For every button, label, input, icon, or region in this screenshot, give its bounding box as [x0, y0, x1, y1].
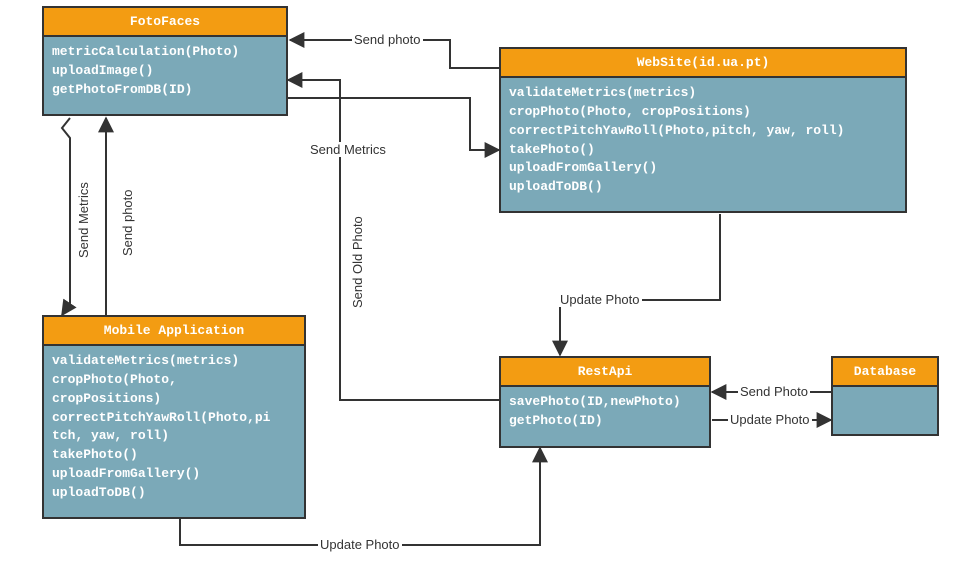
box-restapi-title: RestApi [501, 358, 709, 387]
box-mobile: Mobile Application validateMetrics(metri… [42, 315, 306, 519]
edge-restapi-to-fotofaces [288, 80, 499, 400]
label-send-photo-3: Send Photo [738, 384, 810, 399]
label-send-metrics-1: Send Metrics [308, 142, 388, 157]
box-mobile-methods: validateMetrics(metrics) cropPhoto(Photo… [44, 346, 304, 509]
box-fotofaces-methods: metricCalculation(Photo) uploadImage() g… [44, 37, 286, 106]
label-update-photo-3: Update Photo [728, 412, 812, 427]
label-send-metrics-2: Send Metrics [76, 180, 91, 260]
edge-fotofaces-to-mobile [62, 118, 70, 315]
box-database-title: Database [833, 358, 937, 387]
label-send-photo-2: Send photo [120, 187, 135, 258]
box-database-methods [833, 387, 937, 399]
box-restapi: RestApi savePhoto(ID,newPhoto) getPhoto(… [499, 356, 711, 448]
label-send-photo-1: Send photo [352, 32, 423, 47]
label-send-old-photo: Send Old Photo [350, 214, 365, 310]
edge-website-to-restapi [560, 214, 720, 355]
box-website-methods: validateMetrics(metrics) cropPhoto(Photo… [501, 78, 905, 203]
box-restapi-methods: savePhoto(ID,newPhoto) getPhoto(ID) [501, 387, 709, 437]
label-update-photo-1: Update Photo [558, 292, 642, 307]
box-website: WebSite(id.ua.pt) validateMetrics(metric… [499, 47, 907, 213]
box-mobile-title: Mobile Application [44, 317, 304, 346]
box-fotofaces-title: FotoFaces [44, 8, 286, 37]
box-database: Database [831, 356, 939, 436]
label-update-photo-2: Update Photo [318, 537, 402, 552]
box-website-title: WebSite(id.ua.pt) [501, 49, 905, 78]
box-fotofaces: FotoFaces metricCalculation(Photo) uploa… [42, 6, 288, 116]
